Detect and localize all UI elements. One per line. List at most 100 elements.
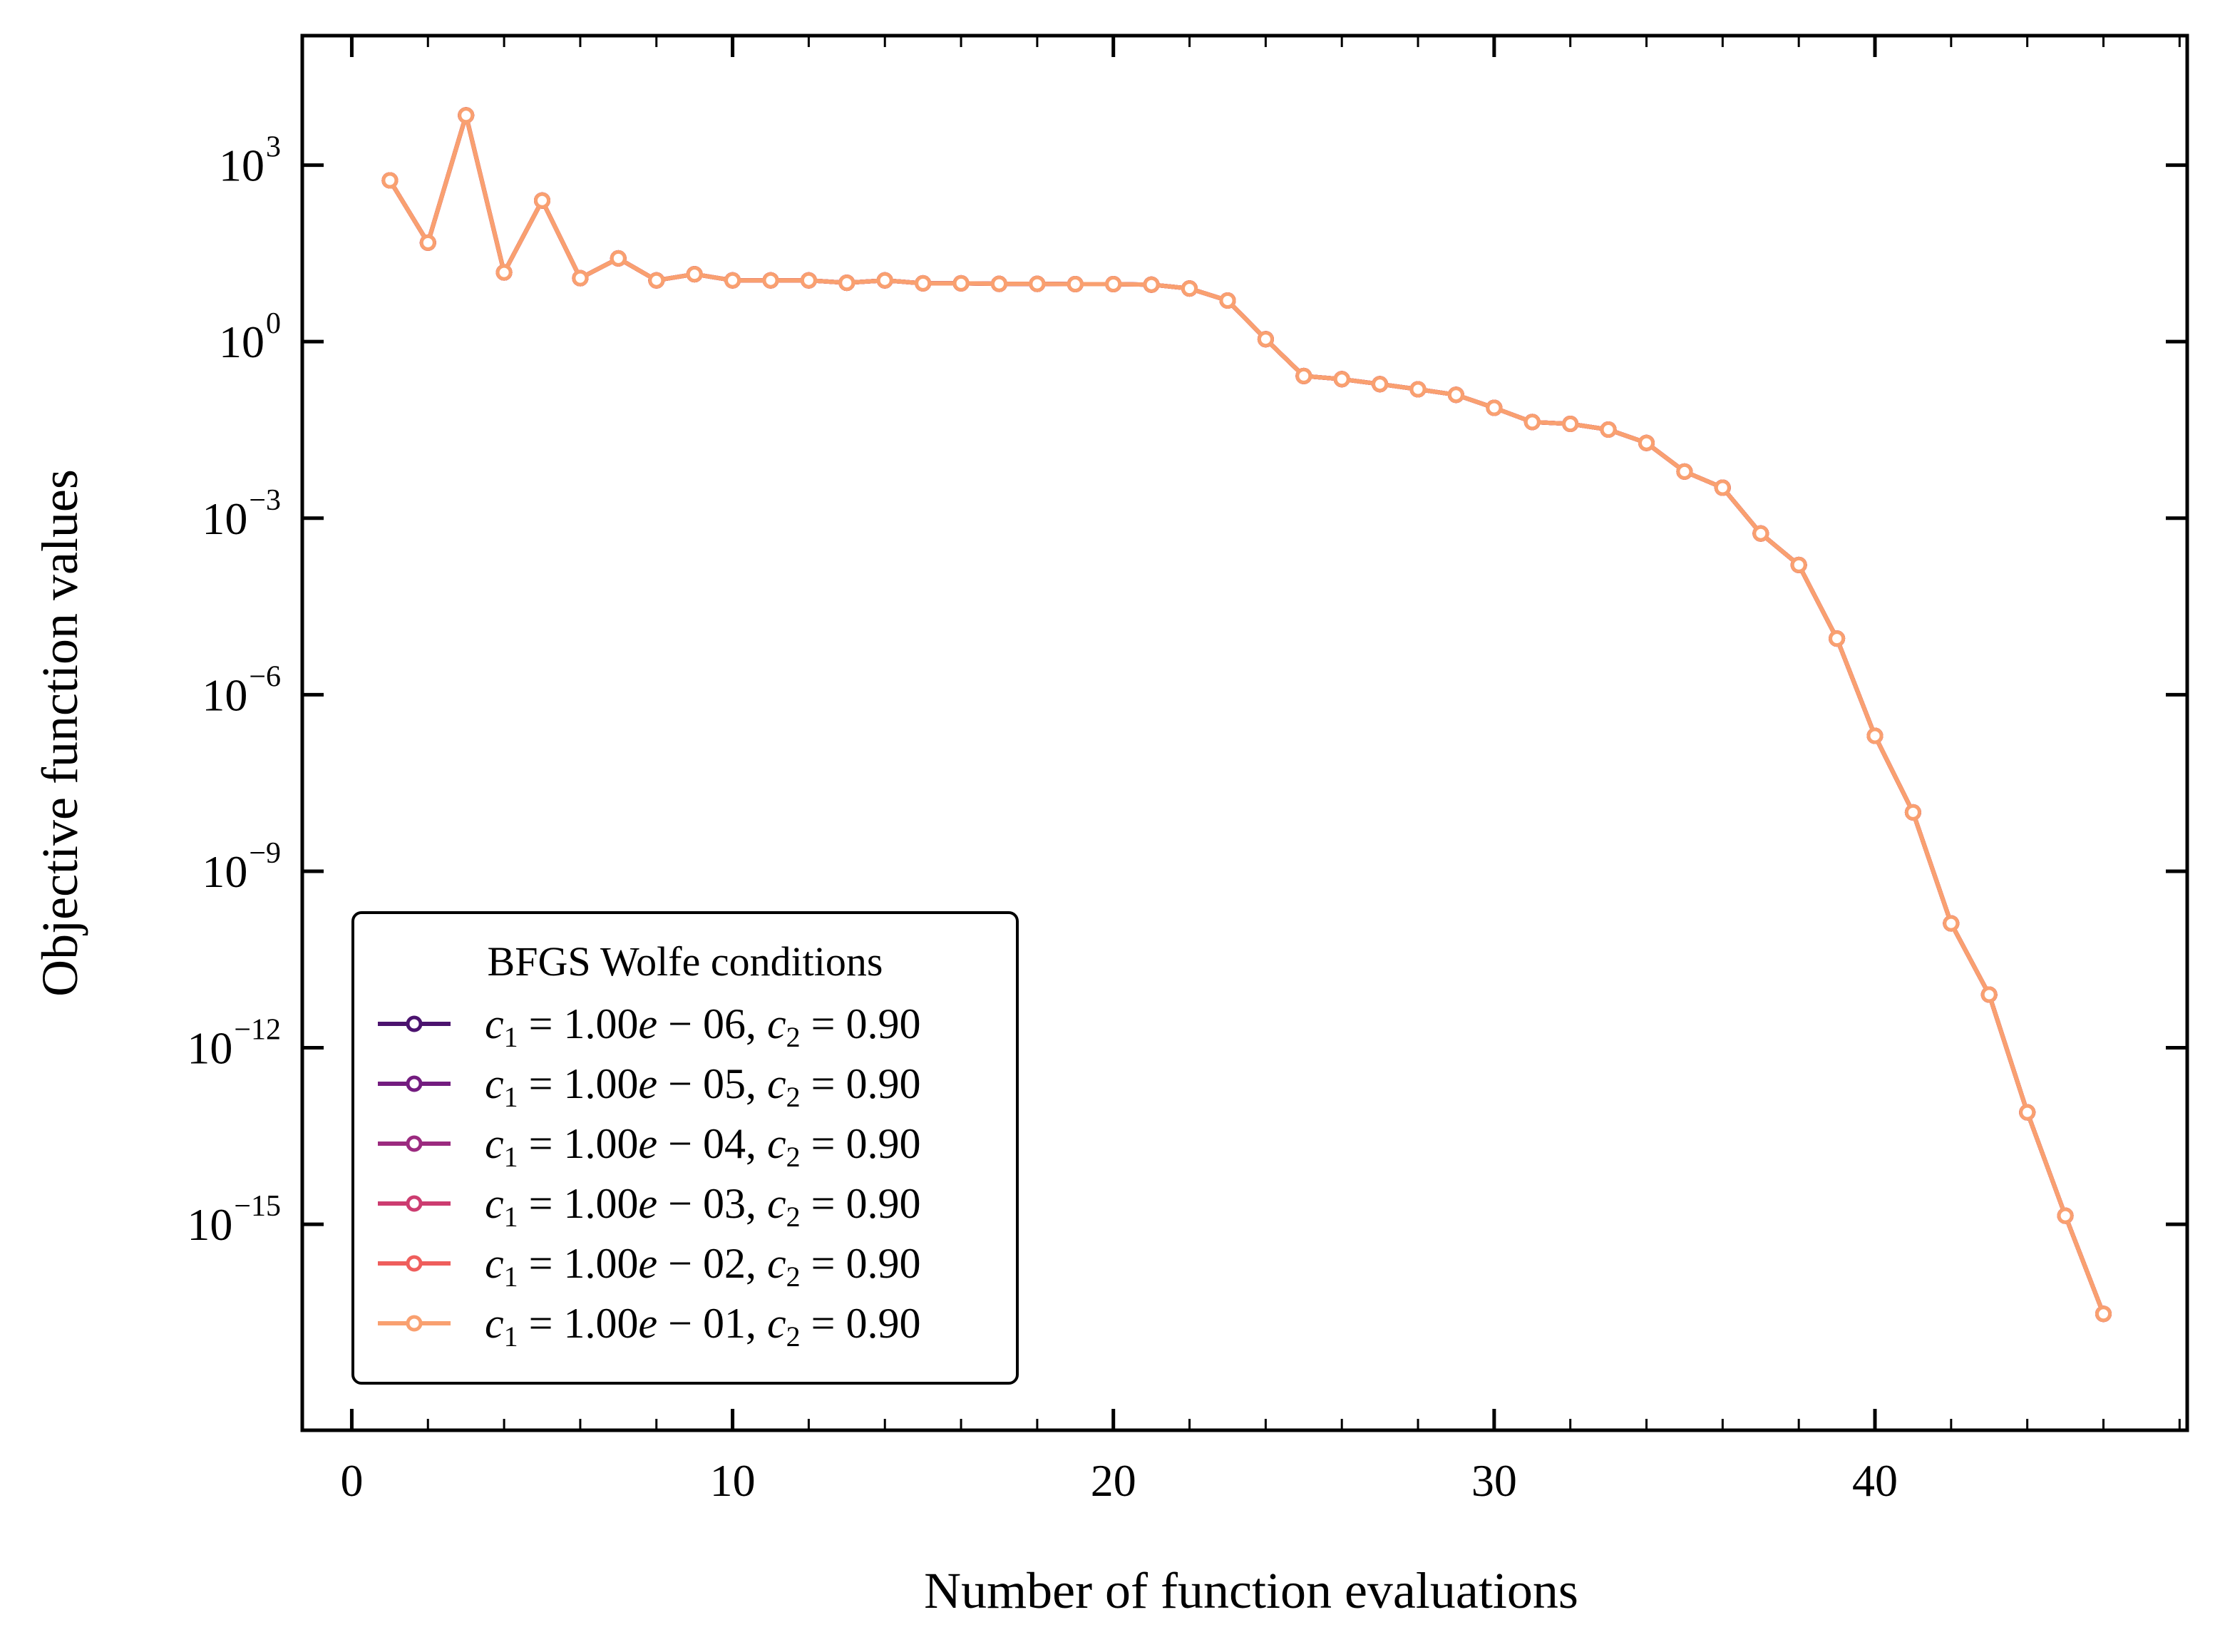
data-point xyxy=(1904,804,1921,821)
data-point xyxy=(686,266,703,283)
data-point xyxy=(1219,292,1236,309)
y-axis-label: Objective function values xyxy=(31,469,88,997)
legend-marker xyxy=(406,1135,423,1152)
data-point xyxy=(1562,416,1579,432)
data-point xyxy=(648,272,665,289)
y-tick-exponent: −15 xyxy=(234,1190,281,1223)
data-point xyxy=(1523,414,1541,431)
data-point xyxy=(1295,367,1312,384)
y-tick-base: 10 xyxy=(187,1199,232,1250)
data-point xyxy=(876,272,893,289)
legend-marker xyxy=(406,1195,423,1212)
data-point xyxy=(572,270,589,287)
y-tick-base: 10 xyxy=(202,846,247,897)
legend-marker xyxy=(406,1075,423,1092)
data-point xyxy=(1790,556,1807,573)
y-tick-label: −310 xyxy=(202,484,281,544)
data-point xyxy=(1486,399,1503,416)
x-tick-label: 10 xyxy=(710,1455,756,1506)
data-point xyxy=(495,264,513,281)
data-point xyxy=(838,275,855,292)
x-tick-label: 0 xyxy=(340,1455,363,1506)
y-tick-base: 10 xyxy=(187,1023,232,1074)
y-tick-label: 310 xyxy=(219,131,281,191)
data-point xyxy=(762,272,779,289)
legend-entry: c1 = 1.00e − 03, c2 = 0.90 xyxy=(378,1180,920,1233)
data-point xyxy=(1447,386,1464,404)
data-point xyxy=(1372,376,1389,393)
legend-label: c1 = 1.00e − 02, c2 = 0.90 xyxy=(485,1240,920,1293)
legend-label: c1 = 1.00e − 04, c2 = 0.90 xyxy=(485,1120,920,1173)
series-layer xyxy=(381,107,2112,1323)
legend-entry: c1 = 1.00e − 02, c2 = 0.90 xyxy=(378,1240,920,1293)
data-point xyxy=(1714,479,1731,496)
data-point xyxy=(800,272,817,289)
data-point xyxy=(915,275,932,292)
data-point xyxy=(1600,421,1617,438)
legend-label: c1 = 1.00e − 01, c2 = 0.90 xyxy=(485,1300,920,1353)
data-point xyxy=(991,275,1007,292)
legend-marker xyxy=(406,1315,423,1332)
data-point xyxy=(458,107,475,124)
data-point xyxy=(1333,371,1350,388)
data-point xyxy=(952,275,970,292)
data-point xyxy=(1980,986,1998,1003)
y-tick-base: 10 xyxy=(202,669,247,720)
data-point xyxy=(2057,1207,2074,1224)
ticks-layer xyxy=(302,36,2187,1430)
legend-marker xyxy=(406,1255,423,1272)
data-point xyxy=(419,234,436,251)
y-tick-label: −610 xyxy=(202,660,281,720)
data-point xyxy=(1638,434,1655,451)
y-tick-exponent: −12 xyxy=(234,1014,281,1047)
legend-label: c1 = 1.00e − 05, c2 = 0.90 xyxy=(485,1060,920,1113)
data-point xyxy=(1143,276,1160,293)
y-tick-exponent: −3 xyxy=(249,484,281,517)
legend-title: BFGS Wolfe conditions xyxy=(488,938,883,985)
series-line xyxy=(388,113,2106,1315)
data-point xyxy=(1029,275,1046,292)
legend-box xyxy=(351,911,1019,1385)
legend: BFGS Wolfe conditions c1 = 1.00e − 06, c… xyxy=(351,911,1019,1385)
y-tick-base: 10 xyxy=(219,140,264,191)
data-point xyxy=(610,250,627,267)
legend-entry: c1 = 1.00e − 05, c2 = 0.90 xyxy=(378,1060,920,1113)
legend-marker xyxy=(406,1015,423,1032)
legend-label: c1 = 1.00e − 06, c2 = 0.90 xyxy=(485,1000,920,1053)
legend-label: c1 = 1.00e − 03, c2 = 0.90 xyxy=(485,1180,920,1233)
legend-entry: c1 = 1.00e − 04, c2 = 0.90 xyxy=(378,1120,920,1173)
legend-entry: c1 = 1.00e − 01, c2 = 0.90 xyxy=(378,1300,920,1353)
data-point xyxy=(534,192,550,209)
legend-entry: c1 = 1.00e − 06, c2 = 0.90 xyxy=(378,1000,920,1053)
x-axis-label: Number of function evaluations xyxy=(924,1562,1578,1619)
data-point xyxy=(1943,915,1960,932)
data-point xyxy=(1829,630,1846,647)
data-point xyxy=(2095,1305,2112,1323)
y-tick-exponent: −6 xyxy=(249,660,281,693)
series-6 xyxy=(381,107,2112,1323)
data-point xyxy=(1257,331,1274,348)
y-tick-base: 10 xyxy=(219,317,264,367)
x-tick-label: 40 xyxy=(1852,1455,1898,1506)
y-tick-exponent: 3 xyxy=(266,131,281,164)
plot-frame xyxy=(300,34,2189,1432)
data-point xyxy=(1181,280,1198,297)
y-tick-exponent: 0 xyxy=(266,307,281,340)
x-tick-label: 20 xyxy=(1091,1455,1136,1506)
data-point xyxy=(1067,276,1084,292)
y-tick-label: 010 xyxy=(219,307,281,367)
y-tick-label: −910 xyxy=(202,837,281,897)
data-point xyxy=(1105,276,1122,292)
y-tick-exponent: −9 xyxy=(249,837,281,870)
data-point xyxy=(2019,1104,2036,1121)
data-point xyxy=(724,272,741,289)
data-point xyxy=(1676,463,1693,480)
data-point xyxy=(1409,381,1427,398)
legend-entries: c1 = 1.00e − 06, c2 = 0.90 c1 = 1.00e − 0… xyxy=(378,1000,920,1353)
x-tick-label: 30 xyxy=(1471,1455,1517,1506)
data-point xyxy=(1866,727,1884,744)
